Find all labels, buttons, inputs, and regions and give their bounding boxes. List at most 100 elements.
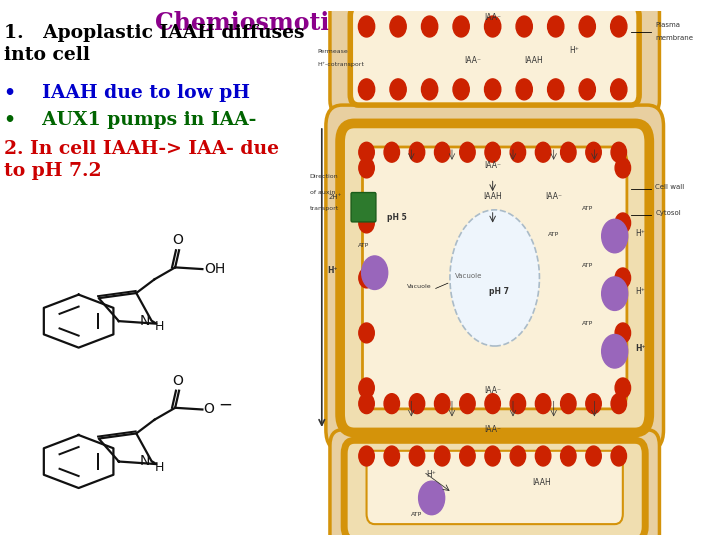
Text: IAA⁻: IAA⁻ [484, 14, 501, 23]
Circle shape [510, 446, 526, 466]
Text: −: − [218, 396, 233, 414]
Circle shape [615, 268, 631, 288]
Text: Direction: Direction [310, 174, 338, 179]
FancyBboxPatch shape [330, 0, 660, 116]
Text: IAA⁻: IAA⁻ [484, 426, 501, 435]
Circle shape [453, 16, 469, 37]
Circle shape [561, 142, 576, 162]
Circle shape [516, 16, 532, 37]
Circle shape [359, 268, 374, 288]
Circle shape [359, 446, 374, 466]
Text: H: H [155, 461, 164, 474]
Text: ATP: ATP [582, 321, 593, 326]
Text: Permease: Permease [318, 49, 348, 53]
Text: pH 5: pH 5 [387, 213, 407, 222]
Circle shape [359, 378, 374, 398]
Circle shape [548, 79, 564, 100]
Circle shape [611, 394, 626, 414]
Text: ATP: ATP [582, 264, 593, 268]
Text: IAAH: IAAH [532, 478, 551, 487]
FancyBboxPatch shape [340, 124, 649, 433]
Circle shape [459, 142, 475, 162]
Text: IAAH: IAAH [524, 56, 543, 65]
Circle shape [510, 394, 526, 414]
Circle shape [421, 79, 438, 100]
Text: 2. In cell IAAH-> IAA- due
to pH 7.2: 2. In cell IAAH-> IAA- due to pH 7.2 [4, 140, 279, 180]
Text: H⁺: H⁺ [635, 287, 645, 296]
Circle shape [453, 79, 469, 100]
Circle shape [459, 394, 475, 414]
Circle shape [615, 378, 631, 398]
Circle shape [384, 394, 400, 414]
Text: of auxin: of auxin [310, 190, 335, 195]
Circle shape [485, 142, 500, 162]
Circle shape [384, 446, 400, 466]
Text: H⁺: H⁺ [569, 46, 579, 55]
Circle shape [615, 213, 631, 233]
Circle shape [409, 446, 425, 466]
Circle shape [434, 446, 450, 466]
Circle shape [615, 158, 631, 178]
Circle shape [611, 142, 626, 162]
Circle shape [548, 16, 564, 37]
FancyBboxPatch shape [330, 430, 660, 540]
Circle shape [602, 219, 628, 253]
Circle shape [516, 79, 532, 100]
Text: Vacuole: Vacuole [407, 285, 432, 289]
Text: Cytosol: Cytosol [655, 210, 681, 216]
Text: •    IAAH due to low pH: • IAAH due to low pH [4, 84, 250, 102]
Circle shape [579, 16, 595, 37]
FancyBboxPatch shape [344, 440, 645, 540]
Text: O: O [204, 402, 215, 416]
FancyBboxPatch shape [351, 5, 639, 105]
Circle shape [536, 142, 551, 162]
Circle shape [602, 277, 628, 310]
Circle shape [615, 323, 631, 343]
Text: transport: transport [310, 206, 339, 211]
Text: O: O [172, 374, 183, 388]
Text: O: O [172, 233, 183, 247]
Text: OH: OH [204, 262, 225, 276]
Text: IAA⁻: IAA⁻ [484, 161, 501, 170]
Circle shape [485, 446, 500, 466]
Text: 2H⁺: 2H⁺ [329, 194, 342, 200]
Circle shape [536, 446, 551, 466]
Circle shape [586, 142, 601, 162]
Text: IAA⁻: IAA⁻ [545, 192, 562, 201]
Circle shape [361, 256, 387, 289]
FancyBboxPatch shape [326, 105, 664, 451]
Circle shape [611, 446, 626, 466]
Text: 1.   Apoplastic IAAH diffuses
into cell: 1. Apoplastic IAAH diffuses into cell [4, 24, 304, 64]
FancyBboxPatch shape [351, 193, 376, 222]
Circle shape [359, 323, 374, 343]
Text: ATP: ATP [548, 232, 559, 237]
Circle shape [611, 16, 627, 37]
Text: •    AUX1 pumps in IAA-: • AUX1 pumps in IAA- [4, 111, 256, 129]
Circle shape [586, 394, 601, 414]
Text: H⁺-cotransport: H⁺-cotransport [318, 62, 364, 67]
Circle shape [359, 16, 374, 37]
Text: H⁺: H⁺ [328, 266, 338, 275]
FancyBboxPatch shape [362, 147, 627, 409]
Text: ATP: ATP [582, 206, 593, 211]
Text: IAA⁻: IAA⁻ [464, 56, 481, 65]
Text: H⁺: H⁺ [427, 470, 436, 479]
Circle shape [409, 394, 425, 414]
Text: Plasma: Plasma [655, 22, 680, 28]
Ellipse shape [450, 210, 539, 346]
Circle shape [359, 142, 374, 162]
Circle shape [586, 446, 601, 466]
FancyBboxPatch shape [366, 451, 623, 524]
Circle shape [510, 142, 526, 162]
Text: N: N [140, 314, 150, 328]
Text: Cell wall: Cell wall [655, 184, 685, 190]
Text: membrane: membrane [655, 35, 693, 40]
Circle shape [359, 213, 374, 233]
Circle shape [418, 481, 445, 515]
Circle shape [359, 79, 374, 100]
Circle shape [359, 394, 374, 414]
Circle shape [390, 16, 406, 37]
Circle shape [359, 158, 374, 178]
Text: IAA⁻: IAA⁻ [484, 386, 501, 395]
Text: H: H [155, 320, 164, 333]
